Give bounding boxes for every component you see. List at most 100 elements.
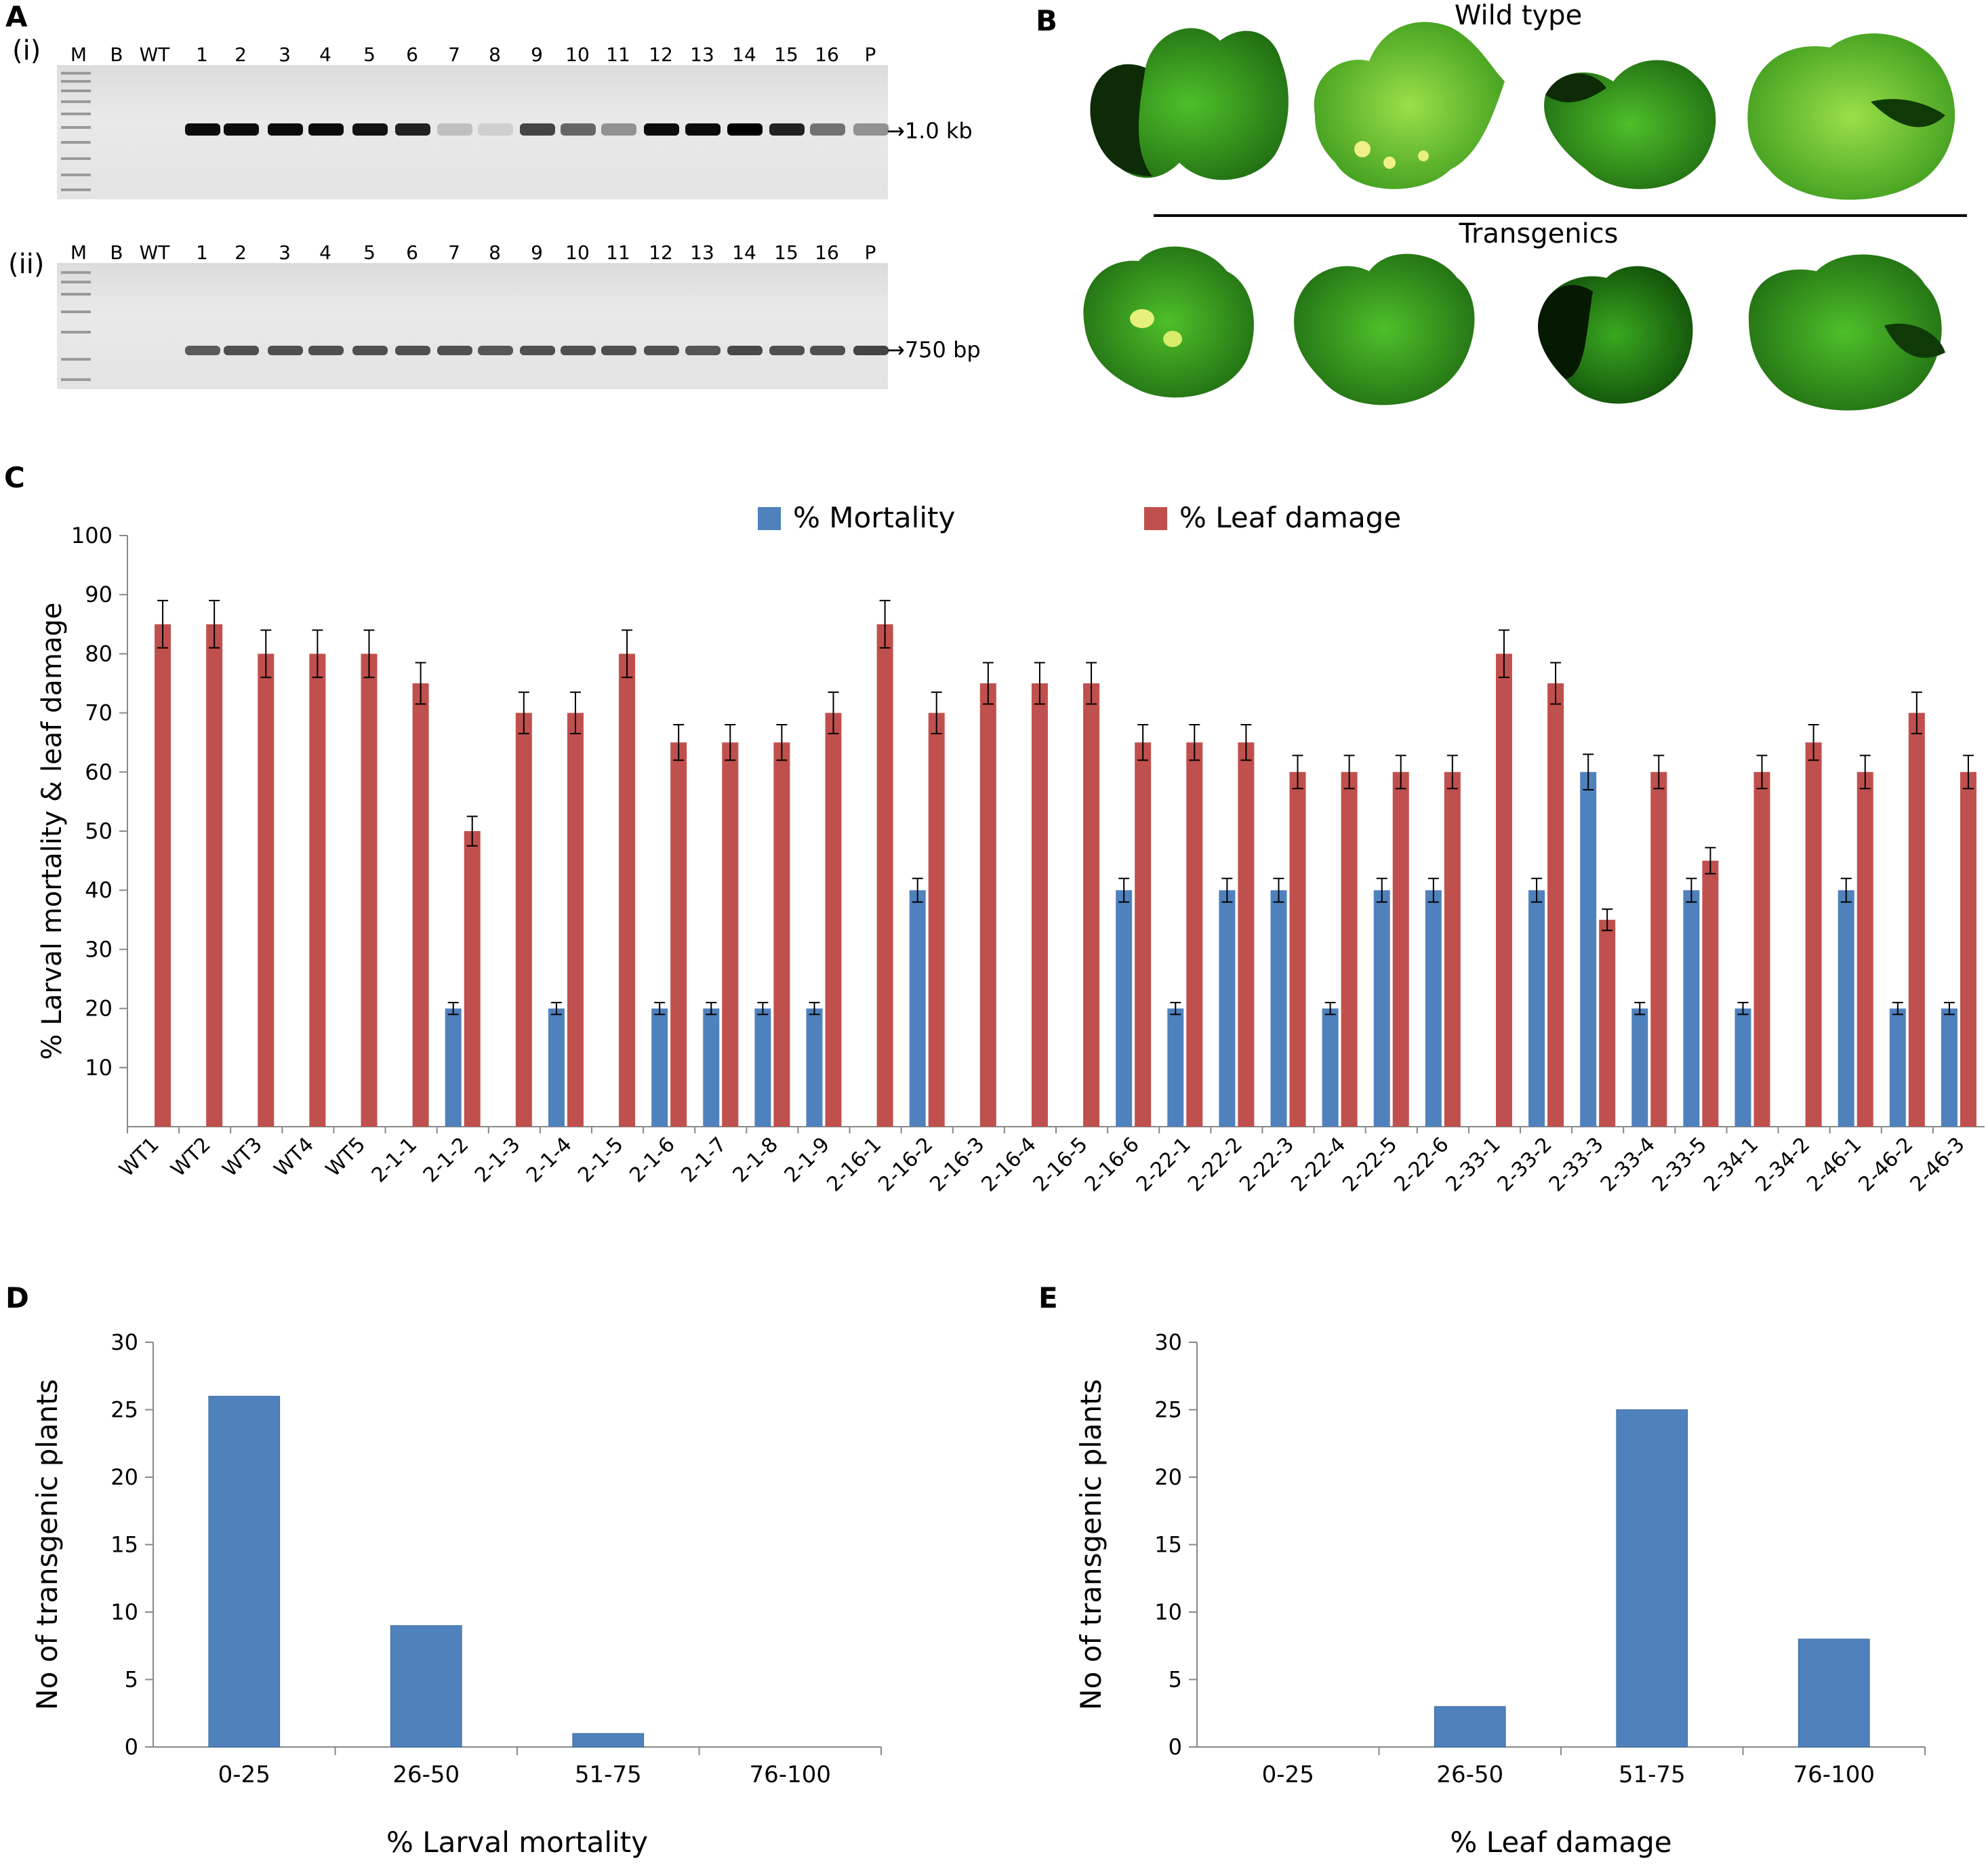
gel-band [520,123,555,136]
leaf-damage-bar [1444,771,1461,1127]
x-tick-label: 0-25 [1262,1761,1314,1788]
x-tick-label: 2-1-6 [625,1133,680,1188]
leaf-damage-bar [825,712,842,1127]
leaf-damage-bar [1031,683,1048,1127]
panel-a-ii-label: (ii) [8,249,45,280]
y-tick-label: 10 [110,1599,138,1625]
x-tick-label: WT4 [270,1133,319,1182]
x-tick-label: 2-22-5 [1338,1133,1402,1197]
y-tick-label: 30 [110,1329,138,1355]
leaf-damage-histogram: 0 5 10 15 20 25 30 No of transgenic plants 0-25 2… [1074,1329,1926,1859]
leaf-damage-bar [1289,771,1306,1127]
gel-band [478,346,513,355]
marker-ladder-band [61,293,91,296]
lane-label: 11 [606,241,630,264]
transgenic-leaf-3 [1538,266,1693,404]
marker-ladder-band [61,141,91,144]
panel-a-i-label: (i) [12,35,41,66]
y-tick-label: 20 [85,996,113,1022]
lane-label: 12 [649,43,673,66]
lane-label: B [110,241,123,264]
leaf-damage-bar [773,742,790,1127]
x-tick-label: 51-75 [1619,1761,1686,1788]
gel-band [561,123,596,136]
y-axis-title: No of transgenic plants [1074,1379,1108,1710]
x-tick-label: 2-1-7 [676,1133,731,1188]
mortality-bar [1425,890,1442,1127]
mortality-bar [651,1008,668,1127]
gel-band [224,123,259,136]
lane-label: 5 [363,241,376,264]
lane-label: 5 [363,43,376,66]
leaf-damage-bar [1960,771,1976,1127]
y-tick-label: 30 [85,936,113,962]
transgenics-label: Transgenics [1459,218,1619,249]
gel-i-marker-label: →1.0 kb [887,118,973,144]
lane-label: 7 [448,241,460,264]
lane-label: 10 [565,241,590,264]
gel-ii-image [57,263,889,389]
lane-label: 10 [565,43,590,66]
x-tick-label: 76-100 [750,1761,831,1788]
y-axis-title: No of transgenic plants [31,1379,64,1710]
gel-band [727,346,763,355]
x-tick-label: 26-50 [1436,1761,1503,1788]
gel-ii-marker-text: 750 bp [904,337,981,363]
y-tick-label: 25 [110,1397,138,1423]
mortality-bar [548,1008,565,1127]
leaf-damage-bar [1495,654,1512,1127]
lane-label: 13 [690,43,714,66]
mortality-bar [754,1008,771,1127]
gel-band [395,123,430,136]
mortality-bar [1219,890,1236,1127]
larval-mortality-histogram: 0 5 10 15 20 25 30 No of transgenic plants 0-25 2… [31,1329,882,1859]
marker-ladder-band [61,80,91,83]
x-tick-label: 2-33-4 [1596,1133,1660,1197]
leaf-damage-bar [206,624,223,1127]
gel-i-marker-text: 1.0 kb [904,118,973,144]
x-tick-label: 2-22-6 [1389,1133,1453,1197]
x-tick-label: 2-33-2 [1493,1133,1557,1197]
x-axis-title: % Leaf damage [1450,1826,1671,1859]
x-tick-label: 2-46-3 [1906,1133,1970,1197]
leaf-damage-bar [1083,683,1100,1127]
lane-label: 8 [489,43,501,66]
panel-e-letter: E [1038,1281,1058,1314]
marker-ladder-band [61,378,91,381]
marker-ladder-band [61,174,91,176]
gel-band [308,123,344,136]
x-tick-label: 2-1-8 [728,1133,783,1188]
leaf-damage-bar [1753,771,1770,1127]
x-tick-label: 2-46-1 [1802,1133,1866,1197]
x-tick-label: 2-22-4 [1286,1133,1350,1197]
panel-c-letter: C [4,461,25,494]
x-tick-label: 2-16-5 [1029,1133,1093,1197]
x-tick-label: 76-100 [1793,1761,1875,1788]
lane-label: 15 [774,241,798,264]
leaf-damage-bar [1341,771,1358,1127]
x-tick-label: 2-1-5 [573,1133,628,1188]
y-tick-label: 50 [85,818,113,844]
marker-ladder-band [61,331,91,334]
marker-ladder-band [61,72,91,75]
marker-ladder-band [61,271,91,274]
mortality-damage-chart: 10 20 30 40 50 60 70 80 90 100 % Larval mortality … [37,501,1985,1197]
lane-label: 1 [196,43,208,66]
y-tick-label: 5 [125,1667,138,1693]
divider-line [1154,214,1967,217]
marker-ladder-band [61,281,91,283]
x-tick-label: 2-16-4 [977,1133,1041,1197]
lane-label: 16 [815,241,839,264]
legend-mortality-label: % Mortality [793,501,955,534]
lane-label: 6 [406,43,418,66]
lane-label: 14 [732,241,756,264]
mortality-bar [1322,1008,1339,1127]
lane-label: 9 [531,43,543,66]
histogram-bar [1798,1639,1870,1748]
y-tick-label: 80 [85,641,113,666]
legend-mortality-swatch [758,507,781,530]
gel-band [478,123,513,136]
y-tick-label: 15 [110,1532,138,1558]
lane-label: 2 [235,241,247,264]
leaf-damage-bar [361,654,378,1127]
